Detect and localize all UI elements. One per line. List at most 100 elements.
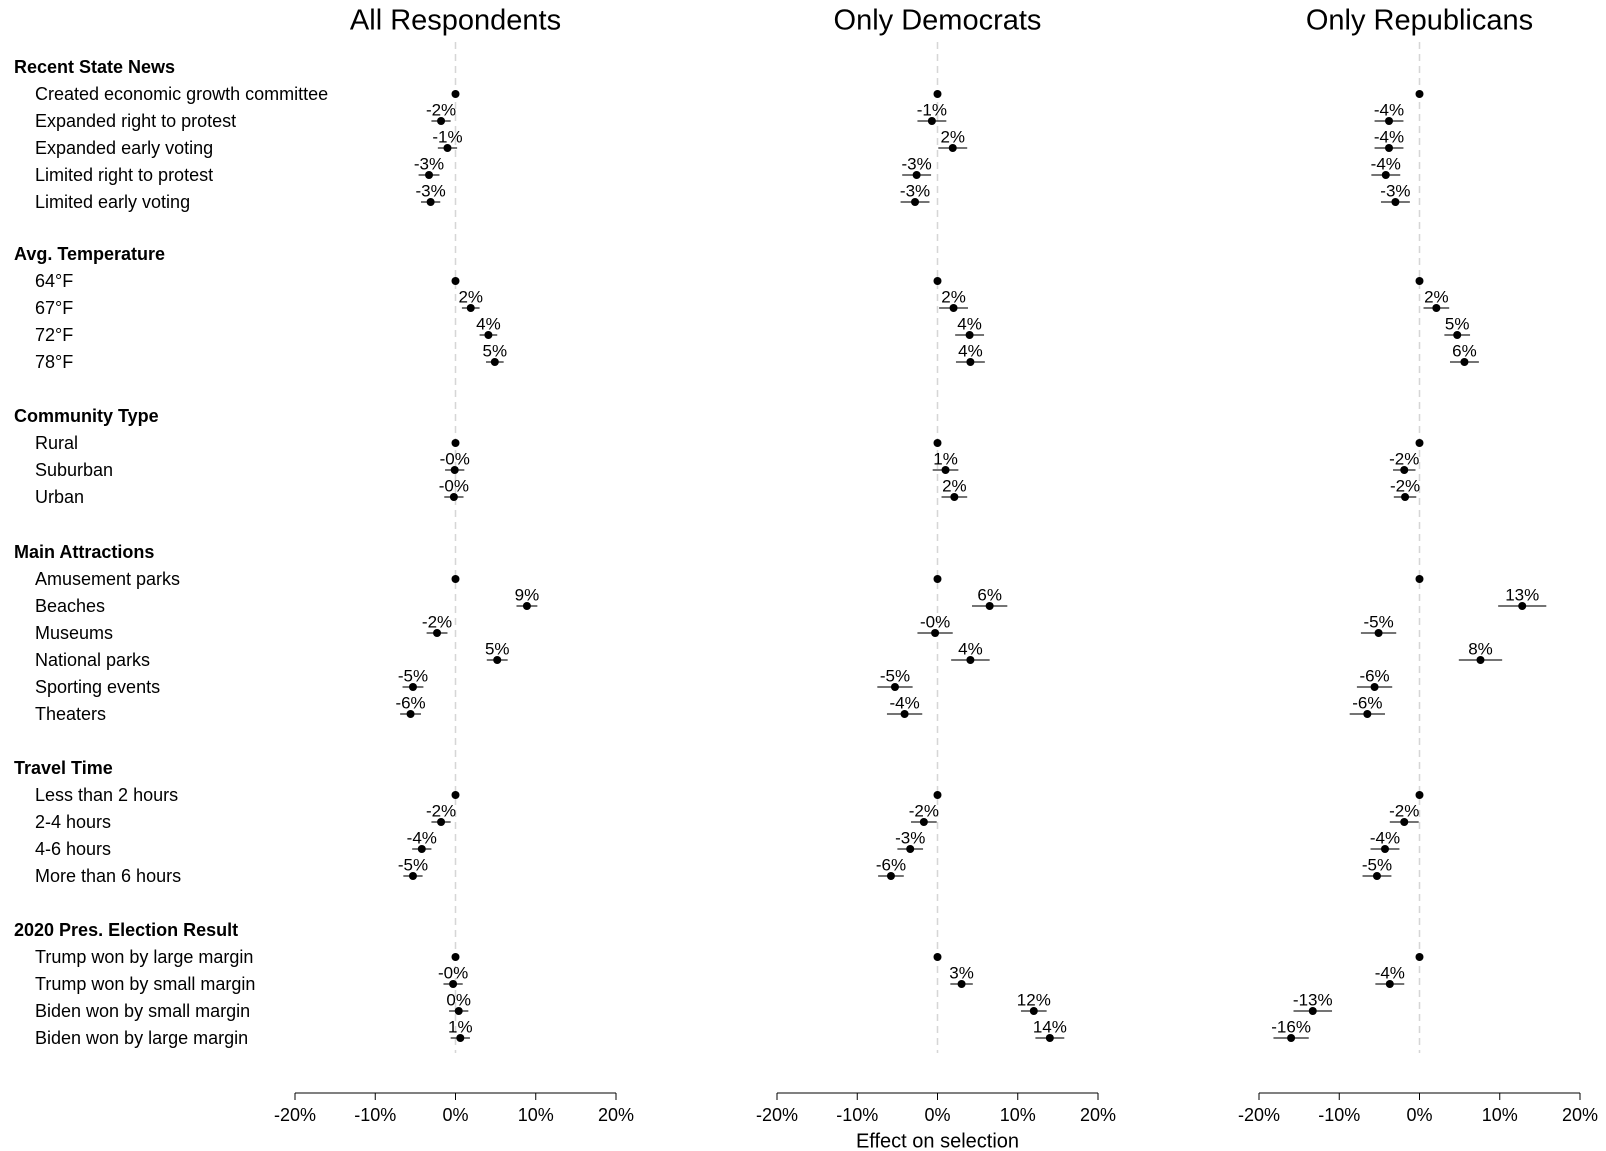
- point-estimate: [408, 872, 417, 880]
- point-estimate: [449, 980, 458, 988]
- level-label: Theaters: [35, 704, 106, 724]
- point-estimate: [408, 683, 417, 691]
- data-label: 5%: [1445, 314, 1470, 333]
- level-label: Rural: [35, 433, 78, 453]
- data-label: 5%: [483, 341, 508, 360]
- point-estimate: [933, 953, 942, 961]
- data-label: -6%: [1359, 666, 1389, 685]
- x-tick-label: -10%: [1318, 1105, 1360, 1125]
- data-label: -0%: [438, 963, 468, 982]
- point-estimate: [1400, 466, 1409, 474]
- data-label: 8%: [1468, 639, 1493, 658]
- point-estimate: [466, 304, 475, 312]
- point-estimate: [906, 845, 915, 853]
- data-label: -5%: [398, 666, 428, 685]
- data-label: 9%: [515, 585, 540, 604]
- data-label: -4%: [1370, 828, 1400, 847]
- x-tick-label: 20%: [598, 1105, 634, 1125]
- panel-title: Only Democrats: [834, 5, 1042, 37]
- point-estimate: [941, 466, 950, 474]
- data-label: -5%: [880, 666, 910, 685]
- data-label: 1%: [448, 1017, 473, 1036]
- x-tick-label: 20%: [1562, 1105, 1598, 1125]
- x-tick-label: -20%: [756, 1105, 798, 1125]
- point-estimate: [1287, 1034, 1296, 1042]
- level-label: 2-4 hours: [35, 812, 111, 832]
- point-estimate: [1415, 90, 1424, 98]
- data-label: 4%: [957, 314, 982, 333]
- data-label: -2%: [1389, 801, 1419, 820]
- point-estimate: [1453, 331, 1462, 339]
- level-label: Expanded early voting: [35, 138, 213, 158]
- point-estimate: [522, 602, 531, 610]
- point-estimate: [1460, 358, 1469, 366]
- x-tick-label: -20%: [1238, 1105, 1280, 1125]
- data-label: -4%: [407, 828, 437, 847]
- point-estimate: [456, 1034, 465, 1042]
- level-label: Expanded right to protest: [35, 111, 236, 131]
- point-estimate: [425, 171, 434, 179]
- point-estimate: [900, 710, 909, 718]
- level-label: 67°F: [35, 298, 73, 318]
- data-label: -3%: [902, 154, 932, 173]
- data-label: -4%: [1371, 154, 1401, 173]
- point-estimate: [406, 710, 415, 718]
- point-estimate: [933, 277, 942, 285]
- data-label: -6%: [395, 693, 425, 712]
- point-estimate: [1415, 439, 1424, 447]
- data-label: 12%: [1017, 990, 1051, 1009]
- data-label: 3%: [949, 963, 974, 982]
- data-label: -5%: [1363, 612, 1393, 631]
- data-label: -3%: [416, 181, 446, 200]
- data-label: 2%: [942, 476, 967, 495]
- level-label: Amusement parks: [35, 569, 180, 589]
- level-label: 78°F: [35, 352, 73, 372]
- point-estimate: [957, 980, 966, 988]
- level-label: 4-6 hours: [35, 839, 111, 859]
- data-label: -2%: [426, 801, 456, 820]
- data-label: -2%: [1390, 476, 1420, 495]
- data-label: -6%: [876, 855, 906, 874]
- point-estimate: [1370, 683, 1379, 691]
- point-estimate: [950, 493, 959, 501]
- point-estimate: [1385, 980, 1394, 988]
- point-estimate: [949, 304, 958, 312]
- level-label: Trump won by large margin: [35, 947, 253, 967]
- data-label: 6%: [977, 585, 1002, 604]
- data-label: -1%: [917, 100, 947, 119]
- point-estimate: [443, 144, 452, 152]
- point-estimate: [437, 818, 446, 826]
- point-estimate: [1374, 629, 1383, 637]
- group-label: Travel Time: [14, 758, 113, 778]
- point-estimate: [890, 683, 899, 691]
- level-label: 72°F: [35, 325, 73, 345]
- data-label: 2%: [458, 287, 483, 306]
- point-estimate: [1045, 1034, 1054, 1042]
- point-estimate: [933, 575, 942, 583]
- data-label: -2%: [1389, 449, 1419, 468]
- point-estimate: [454, 1007, 463, 1015]
- level-label: More than 6 hours: [35, 866, 181, 886]
- data-label: 2%: [1424, 287, 1449, 306]
- point-estimate: [886, 872, 895, 880]
- group-label: 2020 Pres. Election Result: [14, 920, 238, 940]
- level-label: Biden won by large margin: [35, 1028, 248, 1048]
- x-tick-label: 0%: [924, 1105, 950, 1125]
- x-tick-label: 20%: [1080, 1105, 1116, 1125]
- data-label: -4%: [1374, 100, 1404, 119]
- data-label: -4%: [889, 693, 919, 712]
- point-estimate: [1385, 144, 1394, 152]
- data-label: -3%: [900, 181, 930, 200]
- point-estimate: [451, 953, 460, 961]
- level-label: Suburban: [35, 460, 113, 480]
- panel-title: All Respondents: [350, 5, 561, 37]
- data-label: -13%: [1293, 990, 1333, 1009]
- data-label: 0%: [446, 990, 471, 1009]
- group-label: Recent State News: [14, 57, 175, 77]
- point-estimate: [933, 791, 942, 799]
- point-estimate: [1385, 117, 1394, 125]
- point-estimate: [966, 358, 975, 366]
- data-label: 2%: [940, 127, 965, 146]
- group-label: Avg. Temperature: [14, 244, 165, 264]
